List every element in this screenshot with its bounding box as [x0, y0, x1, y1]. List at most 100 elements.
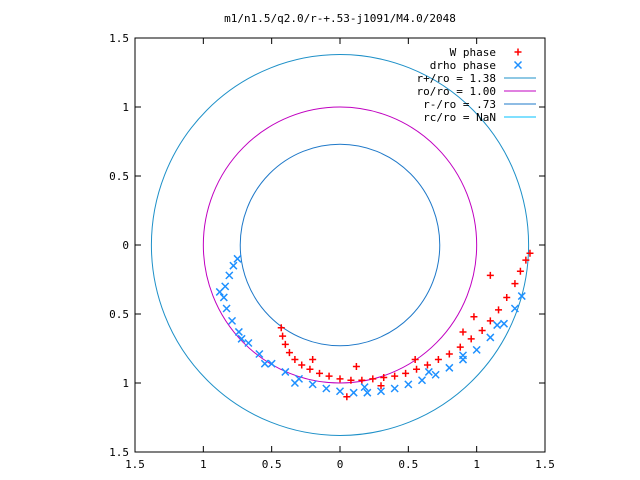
data-point [285, 349, 293, 357]
legend-label: r+/ro = 1.38 [417, 72, 496, 85]
reference-circle [239, 143, 441, 347]
data-point [493, 321, 502, 330]
data-point [281, 340, 289, 348]
data-point [219, 293, 228, 302]
data-point [335, 387, 345, 396]
data-point [369, 375, 377, 383]
data-point [225, 271, 234, 280]
y-tick-label: 0.5 [109, 170, 129, 183]
legend-swatch [514, 48, 522, 56]
data-point [390, 384, 399, 393]
legend-label: drho phase [430, 59, 496, 72]
data-point [279, 332, 287, 340]
data-point [423, 361, 431, 369]
reference-circle [202, 106, 478, 384]
data-point [380, 373, 388, 381]
data-point [306, 365, 314, 373]
y-tick-label: 1.5 [109, 446, 129, 459]
data-point [445, 350, 453, 358]
x-tick-label: 0.5 [262, 458, 282, 471]
data-point [281, 367, 290, 376]
data-point [222, 304, 231, 313]
data-point [424, 367, 433, 376]
data-point [516, 267, 524, 275]
y-tick-label: 1 [122, 377, 129, 390]
legend-label: ro/ro = 1.00 [417, 85, 496, 98]
data-point [467, 335, 475, 343]
data-point [233, 254, 242, 263]
data-point [349, 388, 358, 397]
x-tick-label: 1.5 [535, 458, 555, 471]
reference-circle [150, 54, 530, 436]
reference-circles [150, 54, 530, 436]
data-point [470, 313, 478, 321]
data-point [391, 372, 399, 380]
data-point [413, 365, 421, 373]
data-point [298, 361, 306, 369]
data-point [499, 319, 509, 328]
data-point [522, 256, 530, 264]
data-point [277, 324, 285, 332]
data-point [255, 349, 264, 359]
data-point [495, 306, 503, 314]
data-point [486, 271, 494, 279]
data-point [267, 359, 276, 368]
data-point [445, 363, 454, 372]
data-point [376, 387, 386, 396]
x-tick-label: 0 [337, 458, 344, 471]
x-tick-label: 1 [473, 458, 480, 471]
data-point [459, 328, 467, 336]
data-point [456, 343, 464, 351]
data-point [343, 393, 351, 401]
data-series [215, 249, 534, 401]
data-point [237, 334, 246, 343]
data-point [358, 376, 366, 384]
data-point [472, 345, 481, 354]
data-point [316, 369, 323, 377]
x-tick-label: 0.5 [398, 458, 418, 471]
data-point [360, 383, 369, 392]
data-point [503, 293, 511, 301]
data-point [234, 327, 243, 336]
legend-label: W phase [450, 46, 496, 59]
legend-label: r-/ro = .73 [423, 98, 496, 111]
data-point [478, 327, 486, 335]
data-point [229, 261, 238, 270]
y-tick-label: 1.5 [109, 32, 129, 45]
data-point [336, 375, 344, 383]
data-point [325, 372, 333, 380]
legend-label: rc/ro = NaN [423, 111, 496, 124]
data-point [352, 362, 360, 370]
data-point [517, 292, 526, 301]
data-point [431, 370, 440, 379]
data-point [377, 382, 385, 390]
data-point [486, 333, 495, 342]
data-point [417, 376, 427, 385]
data-point [309, 356, 317, 364]
data-point [308, 380, 317, 389]
x-tick-label: 1.5 [125, 458, 145, 471]
axis-ticks: 1.5 1 0.5 0 0.5 1 1.51.510.500.511.5 [109, 32, 555, 471]
legend-swatch [513, 60, 523, 70]
chart-title: m1/n1.5/q2.0/r-+.53-j1091/M4.0/2048 [224, 12, 456, 25]
y-tick-label: 0.5 [109, 308, 129, 321]
data-point [228, 316, 237, 325]
data-point [290, 378, 299, 388]
data-point [402, 369, 410, 377]
data-point [510, 304, 519, 313]
data-point [291, 356, 299, 364]
data-point [486, 317, 494, 325]
data-point [215, 287, 224, 296]
data-point [404, 380, 413, 389]
y-tick-label: 0 [122, 239, 129, 252]
data-point [511, 280, 519, 288]
data-point [244, 338, 253, 348]
data-point [322, 384, 331, 393]
y-tick-label: 1 [122, 101, 129, 114]
data-point [260, 359, 269, 368]
data-point [411, 356, 419, 364]
data-point [526, 249, 534, 257]
x-tick-label: 1 [200, 458, 207, 471]
